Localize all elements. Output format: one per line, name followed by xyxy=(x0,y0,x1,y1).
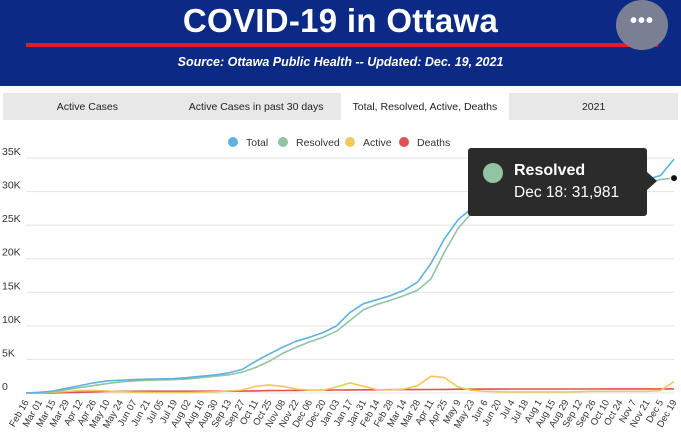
tab-active-cases-30-days[interactable]: Active Cases in past 30 days xyxy=(188,100,324,113)
legend-label-total: Total xyxy=(246,137,268,149)
tab-total-resolved-active-deaths[interactable]: Total, Resolved, Active, Deaths xyxy=(340,93,510,120)
y-tick-label: 25K xyxy=(2,213,21,225)
y-tick-label: 15K xyxy=(2,280,21,292)
title-underline xyxy=(26,43,658,47)
legend-marker-resolved xyxy=(278,137,288,147)
series-line-active xyxy=(25,375,675,394)
header-banner: COVID-19 in Ottawa Source: Ottawa Public… xyxy=(0,0,681,86)
series-line-deaths xyxy=(26,388,674,394)
legend-label-active: Active xyxy=(363,137,392,149)
legend-label-deaths: Deaths xyxy=(417,137,450,149)
tooltip-series-name: Resolved xyxy=(514,162,586,179)
tooltip-series-dot xyxy=(483,163,503,183)
y-tick-label: 35K xyxy=(2,146,21,158)
more-options-button[interactable]: ••• xyxy=(616,0,668,50)
page-subtitle: Source: Ottawa Public Health -- Updated:… xyxy=(177,55,504,69)
y-tick-label: 10K xyxy=(2,314,21,326)
chart-tooltip: Resolved Dec 18: 31,981 xyxy=(468,148,657,216)
legend-label-resolved: Resolved xyxy=(296,137,340,149)
legend-marker-total xyxy=(228,137,238,147)
y-tick-label: 5K xyxy=(2,347,15,359)
y-tick-label: 20K xyxy=(2,247,21,259)
tooltip-value: Dec 18: 31,981 xyxy=(514,184,620,201)
y-tick-label: 0 xyxy=(2,381,8,393)
y-tick-label: 30K xyxy=(2,180,21,192)
covid-line-chart: Total Resolved Active Deaths 0 5K 10K 15K 20K 25K… xyxy=(2,137,680,430)
tab-2021[interactable]: 2021 xyxy=(581,100,606,113)
legend-marker-active xyxy=(345,137,355,147)
tab-active-cases[interactable]: Active Cases xyxy=(56,100,119,113)
hover-point-marker xyxy=(670,174,678,183)
chart-tabs: Active Cases Active Cases in past 30 day… xyxy=(3,93,678,120)
page-title: COVID-19 in Ottawa xyxy=(182,2,499,39)
legend-marker-deaths xyxy=(399,137,409,147)
more-horizontal-icon: ••• xyxy=(629,10,654,32)
